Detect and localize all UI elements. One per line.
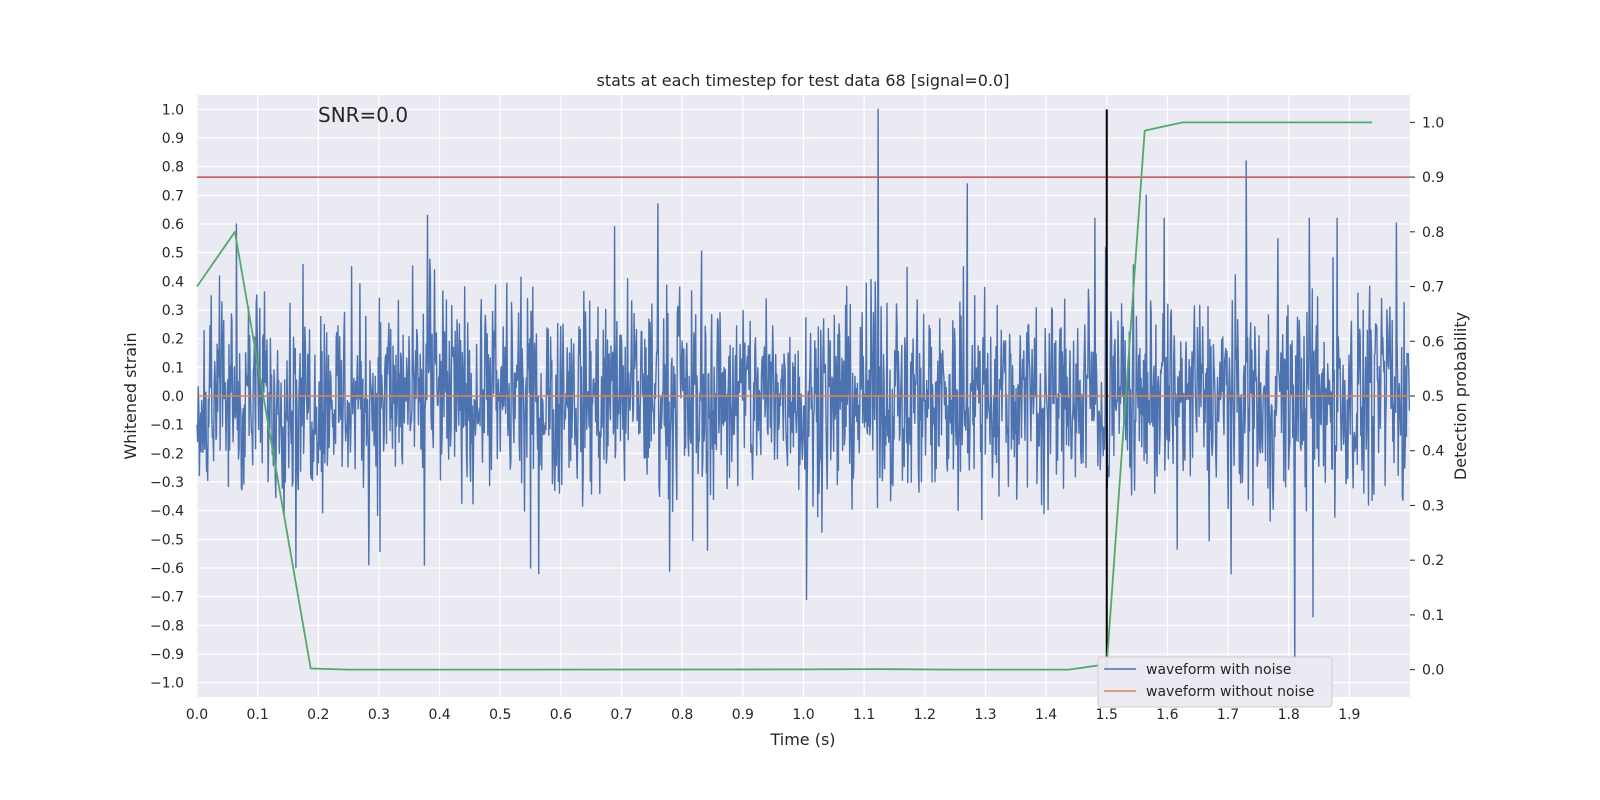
x-tick-label: 1.4 bbox=[1035, 707, 1057, 723]
x-axis-label: Time (s) bbox=[769, 730, 835, 749]
y-tick-label-left: 0.8 bbox=[162, 160, 184, 176]
legend: waveform with noise waveform without noi… bbox=[1097, 656, 1333, 708]
x-tick-label: 1.2 bbox=[914, 707, 936, 723]
y-tick-label-left: 0.2 bbox=[162, 332, 184, 348]
y-tick-label-right: 0.9 bbox=[1422, 170, 1444, 186]
x-tick-label: 1.3 bbox=[974, 707, 996, 723]
chart-title: stats at each timestep for test data 68 … bbox=[597, 71, 1010, 90]
x-tick-label: 0.5 bbox=[489, 707, 511, 723]
x-tick-label: 1.9 bbox=[1338, 707, 1360, 723]
y-tick-label-right: 0.5 bbox=[1422, 389, 1444, 405]
x-tick-label: 0.4 bbox=[428, 707, 450, 723]
y-tick-label-left: 0.1 bbox=[162, 360, 184, 376]
y-tick-label-left: 0.3 bbox=[162, 303, 184, 319]
y-tick-label-left: −0.2 bbox=[150, 446, 184, 462]
x-tick-label: 1.5 bbox=[1096, 707, 1118, 723]
y-tick-label-right: 0.4 bbox=[1422, 444, 1444, 460]
x-tick-label: 1.6 bbox=[1156, 707, 1178, 723]
x-tick-label: 0.7 bbox=[610, 707, 632, 723]
x-tick-label: 1.8 bbox=[1278, 707, 1300, 723]
y-tick-label-right: 0.3 bbox=[1422, 498, 1444, 514]
y-tick-label-right: 0.7 bbox=[1422, 280, 1444, 296]
x-tick-label: 0.8 bbox=[671, 707, 693, 723]
y-tick-label-left: −0.3 bbox=[150, 475, 184, 491]
x-tick-label: 1.0 bbox=[792, 707, 814, 723]
tick-labels: 0.0 0.1 0.2 0.3 0.4 0.5 0.6 0.7 0.8 0.9 1.0 1.1 1.2 1… bbox=[150, 102, 1444, 723]
x-tick-label: 1.1 bbox=[853, 707, 875, 723]
y-tick-label-left: −0.8 bbox=[150, 618, 184, 634]
y-tick-label-right: 0.0 bbox=[1422, 663, 1444, 679]
legend-label-waveform-with-noise: waveform with noise bbox=[1146, 662, 1291, 678]
x-tick-label: 0.1 bbox=[247, 707, 269, 723]
y-tick-label-left: 1.0 bbox=[162, 102, 184, 118]
waveform-with-noise-line bbox=[196, 108, 1411, 675]
series-marks bbox=[196, 109, 1410, 671]
y-tick-label-left: −0.7 bbox=[150, 590, 184, 606]
x-tick-label: 0.2 bbox=[307, 707, 329, 723]
detection-probability-line bbox=[196, 121, 1373, 671]
legend-label-waveform-without-noise: waveform without noise bbox=[1146, 684, 1314, 700]
snr-annotation: SNR=0.0 bbox=[318, 103, 408, 127]
y-tick-label-right: 0.8 bbox=[1422, 225, 1444, 241]
x-tick-label: 1.7 bbox=[1217, 707, 1239, 723]
y-tick-label-right: 0.1 bbox=[1422, 608, 1444, 624]
y-tick-label-left: 0.6 bbox=[162, 217, 184, 233]
x-tick-label: 0.0 bbox=[186, 707, 208, 723]
y-tick-label-left: −0.4 bbox=[150, 504, 184, 520]
y-tick-label-right: 0.6 bbox=[1422, 334, 1444, 350]
y-axis-label-left: Whitened strain bbox=[121, 332, 140, 459]
x-tick-label: 0.6 bbox=[550, 707, 572, 723]
y-axis-label-right: Detection probability bbox=[1451, 312, 1470, 480]
y-tick-label-left: 0.4 bbox=[162, 274, 184, 290]
y-tick-label-left: 0.5 bbox=[162, 246, 184, 262]
legend-box bbox=[1097, 656, 1333, 708]
y-tick-label-left: 0.0 bbox=[162, 389, 184, 405]
y-tick-label-left: 0.9 bbox=[162, 131, 184, 147]
y-tick-label-left: −0.6 bbox=[150, 561, 184, 577]
y-tick-label-right: 0.2 bbox=[1422, 553, 1444, 569]
y-tick-label-left: −0.5 bbox=[150, 532, 184, 548]
series-waveform-with-noise bbox=[196, 108, 1411, 675]
x-tick-label: 0.3 bbox=[368, 707, 390, 723]
y-tick-label-right: 1.0 bbox=[1422, 115, 1444, 131]
y-tick-label-left: −0.9 bbox=[150, 647, 184, 663]
y-tick-label-left: 0.7 bbox=[162, 188, 184, 204]
y-tick-label-left: −1.0 bbox=[150, 676, 184, 692]
y-tick-label-left: −0.1 bbox=[150, 418, 184, 434]
x-tick-label: 0.9 bbox=[732, 707, 754, 723]
